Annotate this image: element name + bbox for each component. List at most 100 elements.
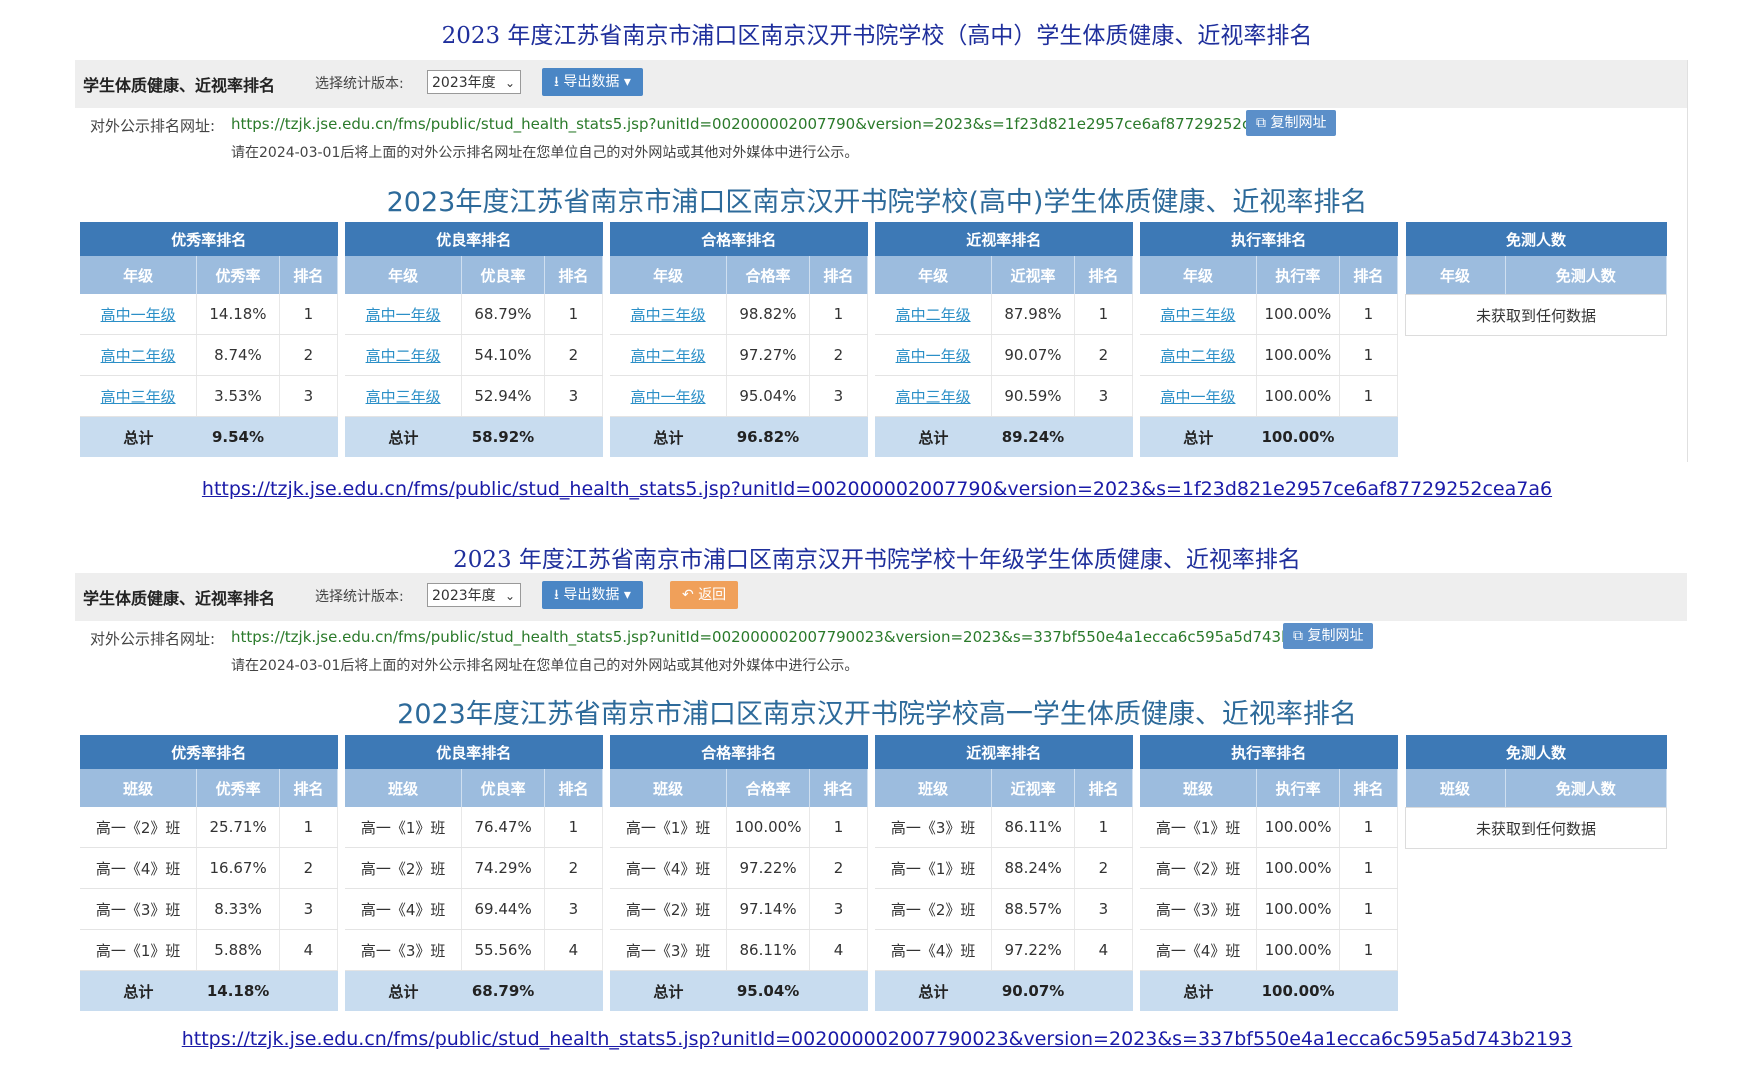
table-row: 高一《1》班 88.24% 2 <box>875 847 1134 889</box>
table-row: 高中二年级 8.74% 2 <box>80 334 339 376</box>
grade-link[interactable]: 高中二年级 <box>875 294 993 335</box>
no-data-message: 未获取到任何数据 <box>1405 807 1667 849</box>
grade-link[interactable]: 高中二年级 <box>1140 334 1258 376</box>
rate-value: 74.29% <box>461 847 545 889</box>
grade-link[interactable]: 高中二年级 <box>80 334 198 376</box>
total-row: 总计 95.04% <box>610 970 868 1011</box>
table-group-title: 优秀率排名 <box>80 222 338 256</box>
chevron-down-icon: ⌄ <box>504 76 515 90</box>
total-label: 总计 <box>80 970 197 1011</box>
copy-url-button[interactable]: ⧉ 复制网址 <box>1246 110 1337 136</box>
ranking-table: 优秀率排名 班级 优秀率 排名 高一《2》班 25.71% 1 高一《4》班 16.67% 2 高一… <box>80 735 339 1011</box>
class-name: 高一《2》班 <box>345 847 463 889</box>
ranking-table: 合格率排名 年级 合格率 排名 高中三年级 98.82% 1 高中二年级 97.27% 2 高中一年… <box>610 222 869 457</box>
public-url-text[interactable]: https://tzjk.jse.edu.cn/fms/public/stud_… <box>231 115 1297 133</box>
grade-link[interactable]: 高中一年级 <box>875 334 993 376</box>
version-select[interactable]: 2023年度 ⌄ <box>427 70 521 94</box>
rank-value: 1 <box>1339 375 1399 417</box>
table-row: 高一《4》班 97.22% 2 <box>610 847 869 889</box>
rank-value: 2 <box>809 847 869 889</box>
grade-link[interactable]: 高中二年级 <box>610 334 728 376</box>
rank-value: 1 <box>279 807 339 848</box>
column-header: 年级 <box>345 256 463 294</box>
class-name: 高一《3》班 <box>345 929 463 971</box>
column-header: 排名 <box>1339 769 1399 807</box>
grade-link[interactable]: 高中三年级 <box>610 294 728 335</box>
ranking-table: 近视率排名 年级 近视率 排名 高中二年级 87.98% 1 高中一年级 90.07% 2 高中三年… <box>875 222 1134 457</box>
column-header: 排名 <box>544 256 604 294</box>
table-row: 高中二年级 100.00% 1 <box>1140 334 1399 376</box>
copy-url-button[interactable]: ⧉ 复制网址 <box>1283 623 1374 649</box>
grade-link[interactable]: 高中三年级 <box>1140 294 1258 335</box>
column-header: 排名 <box>809 256 869 294</box>
rate-value: 25.71% <box>196 807 280 848</box>
back-button[interactable]: ↶ 返回 <box>670 581 739 609</box>
rank-value: 4 <box>1074 929 1134 971</box>
public-url-text[interactable]: https://tzjk.jse.edu.cn/fms/public/stud_… <box>231 628 1329 646</box>
rate-value: 100.00% <box>1256 334 1340 376</box>
rank-value: 1 <box>1339 294 1399 335</box>
class-name: 高一《2》班 <box>1140 847 1258 889</box>
grade-link[interactable]: 高中三年级 <box>875 375 993 417</box>
table-row: 高中三年级 3.53% 3 <box>80 375 339 417</box>
rate-value: 68.79% <box>461 294 545 335</box>
class-name: 高一《4》班 <box>610 847 728 889</box>
column-header: 班级 <box>1140 769 1258 807</box>
total-label: 总计 <box>345 416 462 457</box>
table-row: 高一《3》班 86.11% 1 <box>875 807 1134 848</box>
grade-link[interactable]: 高中一年级 <box>345 294 463 335</box>
version-select[interactable]: 2023年度 ⌄ <box>427 583 521 607</box>
total-value: 68.79% <box>461 970 545 1011</box>
exempt-table: 免测人数 年级 免测人数 未获取到任何数据 <box>1405 222 1668 336</box>
rate-value: 90.07% <box>991 334 1075 376</box>
rank-value: 1 <box>809 807 869 848</box>
table-row: 高一《1》班 76.47% 1 <box>345 807 604 848</box>
table-row: 高一《1》班 100.00% 1 <box>610 807 869 848</box>
footer-url-1[interactable]: https://tzjk.jse.edu.cn/fms/public/stud_… <box>201 478 1553 500</box>
document-title-1: 2023 年度江苏省南京市浦口区南京汉开书院学校（高中）学生体质健康、近视率排名 <box>441 23 1313 49</box>
column-header: 班级 <box>80 769 198 807</box>
rate-value: 100.00% <box>1256 847 1340 889</box>
total-row: 总计 58.92% <box>345 416 603 457</box>
grade-link[interactable]: 高中二年级 <box>345 334 463 376</box>
rate-value: 88.57% <box>991 888 1075 930</box>
copy-icon: ⧉ <box>1256 115 1266 131</box>
table-row: 高一《3》班 55.56% 4 <box>345 929 604 971</box>
table-row: 高一《2》班 100.00% 1 <box>1140 847 1399 889</box>
column-header: 合格率 <box>726 256 810 294</box>
grade-link[interactable]: 高中三年级 <box>345 375 463 417</box>
rank-value: 1 <box>1339 888 1399 930</box>
column-header: 排名 <box>279 256 339 294</box>
column-header: 排名 <box>1074 256 1134 294</box>
total-empty-cell <box>544 970 603 1011</box>
rank-value: 1 <box>1339 847 1399 889</box>
rate-value: 100.00% <box>1256 375 1340 417</box>
version-label: 选择统计版本: <box>315 76 404 92</box>
column-header: 免测人数 <box>1505 256 1668 295</box>
class-name: 高一《1》班 <box>1140 807 1258 848</box>
column-header: 排名 <box>544 769 604 807</box>
total-value: 9.54% <box>196 416 280 457</box>
class-name: 高一《2》班 <box>875 888 993 930</box>
rank-value: 3 <box>279 375 339 417</box>
column-header: 排名 <box>809 769 869 807</box>
rank-value: 4 <box>544 929 604 971</box>
panel-border-1 <box>75 60 1688 462</box>
total-empty-cell <box>809 970 868 1011</box>
table-row: 高中一年级 14.18% 1 <box>80 294 339 335</box>
rate-value: 90.59% <box>991 375 1075 417</box>
table-row: 高中三年级 98.82% 1 <box>610 294 869 335</box>
ranking-title-2: 2023年度江苏省南京市浦口区南京汉开书院学校高一学生体质健康、近视率排名 <box>397 699 1357 730</box>
grade-link[interactable]: 高中一年级 <box>80 294 198 335</box>
grade-link[interactable]: 高中一年级 <box>1140 375 1258 417</box>
table-group-title: 免测人数 <box>1405 222 1667 256</box>
ranking-table: 执行率排名 年级 执行率 排名 高中三年级 100.00% 1 高中二年级 100.00% 1 高中… <box>1140 222 1399 457</box>
total-row: 总计 96.82% <box>610 416 868 457</box>
rank-value: 2 <box>279 334 339 376</box>
export-data-button[interactable]: ⭳ 导出数据 ▾ <box>542 581 643 609</box>
export-data-button[interactable]: ⭳ 导出数据 ▾ <box>542 68 643 96</box>
grade-link[interactable]: 高中三年级 <box>80 375 198 417</box>
grade-link[interactable]: 高中一年级 <box>610 375 728 417</box>
footer-url-2[interactable]: https://tzjk.jse.edu.cn/fms/public/stud_… <box>181 1028 1573 1050</box>
column-header: 排名 <box>1074 769 1134 807</box>
